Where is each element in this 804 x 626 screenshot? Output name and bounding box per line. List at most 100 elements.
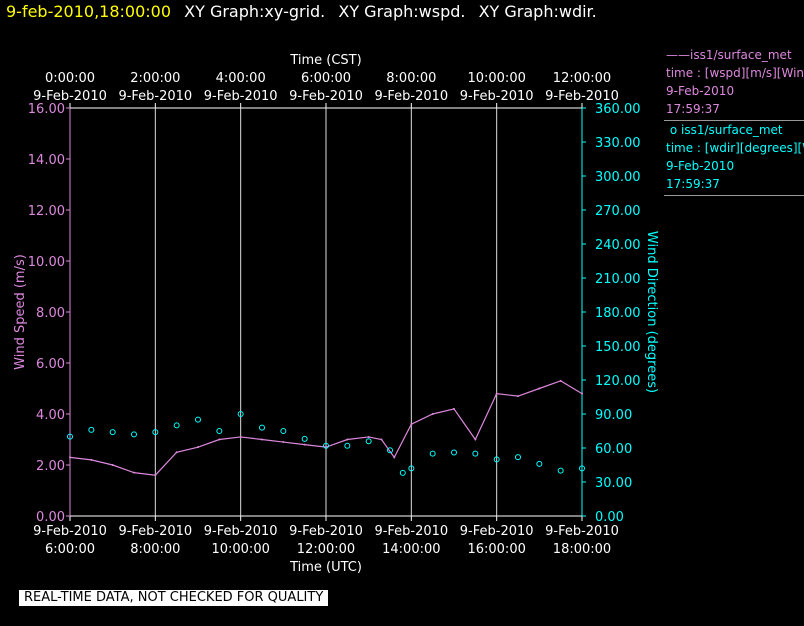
- wind-direction-point: [237, 411, 244, 417]
- wind-direction-point: [173, 422, 180, 429]
- bottom-axis-title: Time (UTC): [289, 560, 362, 575]
- graph-name-wdir: XY Graph:wdir.: [478, 2, 597, 21]
- wind-speed-point: [346, 438, 349, 441]
- legend-series-variable: time : [wspd][m/s][Wind Speed]: [666, 66, 804, 80]
- bottom-tick-date: 9-Feb-2010: [289, 524, 363, 539]
- timestamp: 9-feb-2010,18:00:00: [6, 2, 172, 21]
- wind-speed-point: [111, 464, 114, 466]
- y-right-tick-label: 360.00: [595, 102, 641, 117]
- top-tick-time: 0:00:00: [45, 71, 95, 86]
- y-left-tick-label: 12.00: [28, 204, 65, 219]
- top-tick-date: 9-Feb-2010: [204, 89, 278, 104]
- y-right-tick-label: 150.00: [595, 340, 641, 355]
- wind-speed-point: [90, 458, 93, 461]
- top-tick-time: 6:00:00: [301, 71, 351, 86]
- graph-name-wspd: XY Graph:wspd.: [338, 2, 466, 21]
- legend-series-date: 9-Feb-2010: [666, 159, 735, 173]
- line-marker-icon: ——: [666, 48, 690, 62]
- y-left-tick-label: 0.00: [36, 510, 65, 525]
- y-left-tick-label: 6.00: [36, 357, 65, 372]
- legend-series-time: 17:59:37: [666, 177, 720, 191]
- legend-series-time: 17:59:37: [666, 102, 720, 116]
- bottom-tick-time: 10:00:00: [211, 542, 269, 557]
- y-left-tick-label: 10.00: [28, 255, 65, 270]
- legend-series-name: iss1/surface_met: [680, 123, 783, 137]
- wind-speed-point: [197, 446, 199, 449]
- wind-speed-point: [303, 443, 306, 446]
- bottom-tick-date: 9-Feb-2010: [545, 524, 619, 539]
- y-right-tick-label: 210.00: [595, 272, 641, 287]
- legend-series-name: iss1/surface_met: [690, 48, 792, 62]
- y-right-tick-label: 180.00: [595, 306, 641, 321]
- quality-notice: REAL-TIME DATA, NOT CHECKED FOR QUALITY: [19, 590, 329, 606]
- wind-speed-point: [367, 435, 370, 438]
- wind-direction-point: [536, 460, 543, 467]
- wind-direction-point: [152, 429, 159, 436]
- wind-speed-point: [325, 446, 327, 449]
- wind-direction-point: [88, 426, 95, 433]
- wind-speed-point: [495, 392, 498, 395]
- bottom-tick-time: 18:00:00: [553, 542, 611, 557]
- top-tick-time: 8:00:00: [386, 71, 436, 86]
- wind-speed-point: [453, 407, 455, 410]
- y-left-tick-label: 14.00: [28, 153, 65, 168]
- wind-direction-point: [515, 454, 521, 461]
- wind-speed-point: [581, 392, 583, 395]
- wind-speed-point: [154, 474, 157, 477]
- wind-direction-point: [387, 447, 393, 454]
- y-left-tick-label: 2.00: [36, 459, 65, 474]
- bottom-tick-time: 16:00:00: [467, 542, 525, 557]
- wind-speed-point: [538, 387, 541, 390]
- legend-entry-wind-direction: o iss1/surface_met time : [wdir][degrees…: [664, 121, 804, 196]
- y-left-tick-label: 4.00: [36, 408, 65, 423]
- wind-direction-point: [451, 449, 457, 456]
- y-right-tick-label: 90.00: [595, 408, 632, 423]
- wind-speed-point: [559, 379, 562, 382]
- top-tick-time: 4:00:00: [216, 71, 266, 86]
- wind-speed-point: [69, 456, 71, 459]
- top-tick-date: 9-Feb-2010: [460, 89, 534, 104]
- wind-speed-point: [517, 395, 519, 398]
- y-right-tick-label: 300.00: [595, 170, 641, 185]
- y-right-tick-label: 120.00: [595, 374, 641, 389]
- y-right-tick-label: 330.00: [595, 136, 641, 151]
- y-right-tick-label: 60.00: [595, 442, 632, 457]
- wind-direction-point: [365, 438, 372, 445]
- top-tick-date: 9-Feb-2010: [374, 89, 448, 104]
- wind-direction-point: [579, 465, 585, 472]
- wind-direction-point: [557, 467, 564, 474]
- wind-direction-point: [301, 435, 308, 442]
- bottom-tick-time: 8:00:00: [130, 542, 180, 557]
- wind-direction-point: [195, 416, 201, 423]
- y-left-tick-label: 8.00: [36, 306, 65, 321]
- y-right-axis-title: Wind Direction (degrees): [644, 231, 659, 393]
- y-right-tick-label: 270.00: [595, 204, 641, 219]
- graph-header: 9-feb-2010,18:00:00 XY Graph:xy-grid. XY…: [6, 2, 597, 21]
- wind-speed-point: [474, 438, 477, 441]
- wind-direction-point: [216, 428, 223, 434]
- bottom-tick-date: 9-Feb-2010: [33, 524, 107, 539]
- wind-speed-point: [410, 423, 413, 426]
- legend-entry-wind-speed: ——iss1/surface_met time : [wspd][m/s][Wi…: [664, 46, 804, 121]
- wind-speed-point: [393, 456, 396, 459]
- top-tick-date: 9-Feb-2010: [545, 89, 619, 104]
- wind-direction-point: [408, 465, 415, 472]
- wind-speed-point: [133, 471, 135, 474]
- top-tick-time: 2:00:00: [130, 71, 180, 86]
- wind-direction-point: [131, 431, 137, 438]
- top-tick-date: 9-Feb-2010: [118, 89, 192, 104]
- wind-direction-point: [493, 456, 500, 463]
- legend-series-variable: time : [wdir][degrees][Wind Direction]: [666, 141, 804, 155]
- top-axis-title: Time (CST): [289, 53, 361, 68]
- wind-speed-point: [261, 438, 263, 441]
- wind-direction-point: [109, 429, 116, 436]
- bottom-tick-date: 9-Feb-2010: [118, 524, 192, 539]
- top-tick-time: 10:00:00: [467, 71, 525, 86]
- wind-direction-point: [67, 433, 73, 440]
- y-right-tick-label: 0.00: [595, 510, 624, 525]
- wind-speed-point: [431, 413, 434, 415]
- bottom-tick-date: 9-Feb-2010: [204, 524, 278, 539]
- y-left-tick-label: 16.00: [28, 102, 65, 117]
- wind-direction-point: [259, 424, 265, 431]
